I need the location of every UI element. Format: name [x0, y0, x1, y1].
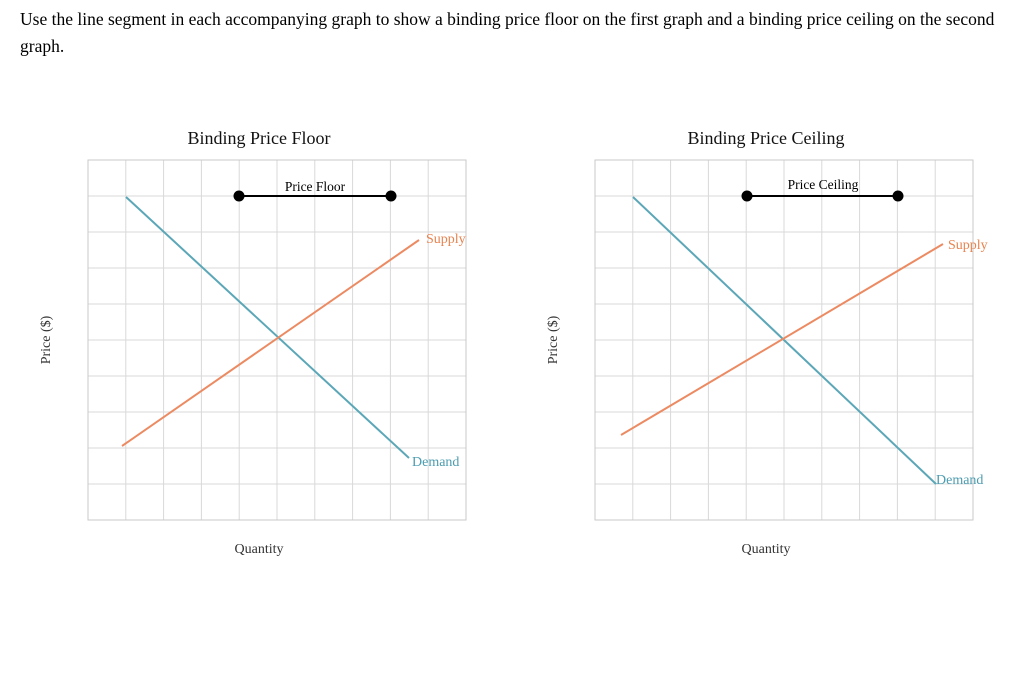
- supply-label: Supply: [948, 238, 988, 253]
- grid: [595, 160, 973, 520]
- demand-label: Demand: [936, 473, 983, 488]
- price-floor-graph: Binding Price Floor Supply Demand Price …: [39, 128, 467, 557]
- instructions-text: Use the line segment in each accompanyin…: [20, 9, 995, 56]
- segment-right-handle[interactable]: [385, 190, 397, 202]
- x-axis-label: Quantity: [742, 542, 791, 557]
- supply-curve: [121, 239, 420, 447]
- x-axis-label: Quantity: [235, 542, 284, 557]
- y-axis-label: Price ($): [39, 315, 54, 364]
- demand-curve: [632, 196, 937, 485]
- graph-title: Binding Price Floor: [188, 128, 331, 148]
- y-axis-label: Price ($): [546, 315, 561, 364]
- segment-label: Price Ceiling: [788, 177, 859, 192]
- supply-curve: [620, 243, 944, 436]
- graph-title: Binding Price Ceiling: [688, 128, 845, 148]
- price-ceiling-graph: Binding Price Ceiling Supply Demand Pric…: [546, 128, 988, 557]
- segment-label: Price Floor: [285, 179, 346, 194]
- plot-area: [87, 159, 467, 521]
- demand-label: Demand: [412, 455, 459, 470]
- plot-area: [594, 159, 974, 521]
- demand-curve: [125, 196, 410, 459]
- supply-label: Supply: [426, 232, 466, 247]
- segment-left-handle[interactable]: [741, 190, 753, 202]
- segment-left-handle[interactable]: [233, 190, 245, 202]
- grid: [88, 160, 466, 520]
- segment-right-handle[interactable]: [892, 190, 904, 202]
